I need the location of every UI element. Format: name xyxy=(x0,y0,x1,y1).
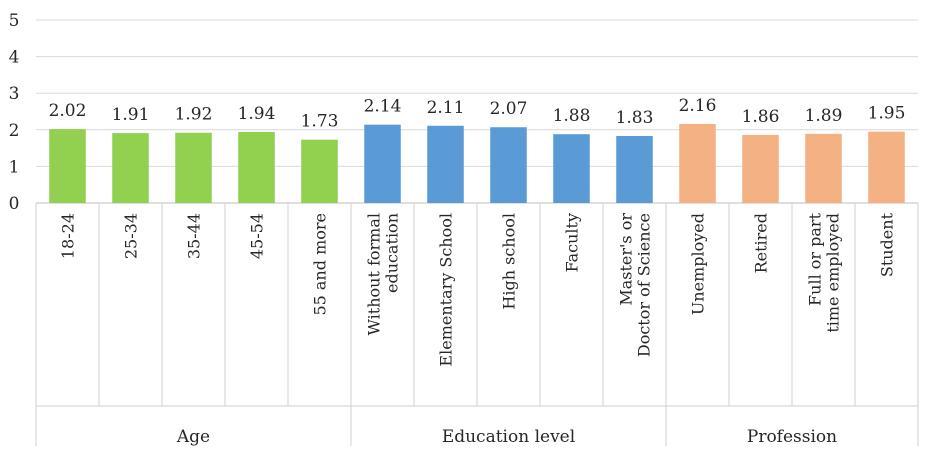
data-label: 1.89 xyxy=(805,106,843,126)
bar xyxy=(742,134,779,203)
bars xyxy=(49,123,905,203)
x-tick-label: Retired xyxy=(752,213,771,273)
bar xyxy=(364,124,401,203)
data-label: 1.88 xyxy=(553,106,591,126)
bar xyxy=(616,136,653,203)
x-tick-label: 35-44 xyxy=(185,213,204,259)
x-tick-label: 18-24 xyxy=(59,213,78,259)
y-tick-label: 2 xyxy=(9,121,20,141)
data-label: 1.73 xyxy=(301,112,339,132)
bar xyxy=(868,131,905,203)
group-label: Age xyxy=(176,427,210,447)
data-label: 1.86 xyxy=(742,107,780,127)
data-label: 2.02 xyxy=(49,101,87,121)
bar xyxy=(175,132,212,203)
data-label: 1.95 xyxy=(868,104,906,124)
data-label: 2.07 xyxy=(490,99,528,119)
bar xyxy=(553,134,590,203)
bar xyxy=(805,133,842,203)
gridlines xyxy=(36,19,918,204)
data-label: 2.11 xyxy=(427,98,465,118)
x-axis: 18-24 25-34 35-44 45-54 55 and more Without f… xyxy=(35,203,919,447)
x-tick-label: Master's orDoctor of Science xyxy=(617,213,654,357)
x-tick-label: High school xyxy=(500,213,519,310)
bar xyxy=(301,139,338,203)
data-label: 1.92 xyxy=(175,105,213,125)
y-tick-label: 0 xyxy=(9,194,20,214)
bar xyxy=(490,127,527,203)
x-tick-label: Elementary School xyxy=(437,213,456,367)
bar xyxy=(238,131,275,203)
y-tick-label: 3 xyxy=(9,84,20,104)
y-tick-label: 4 xyxy=(9,48,20,68)
x-tick-label: Full or parttime employed xyxy=(806,212,843,332)
data-labels: 2.02 1.91 1.92 1.94 1.73 2.14 2.11 2.07 1.88 1.83… xyxy=(49,96,906,132)
group-label: Profession xyxy=(747,427,837,447)
data-label: 1.94 xyxy=(238,104,276,124)
x-tick-label: 25-34 xyxy=(122,213,141,259)
bar xyxy=(112,133,149,203)
x-tick-label: 45-54 xyxy=(248,213,267,259)
y-axis: 0 1 2 3 4 5 xyxy=(9,11,20,214)
x-tick-label: Faculty xyxy=(563,213,582,272)
bar xyxy=(679,123,716,203)
x-tick-label: Student xyxy=(878,212,897,277)
y-tick-label: 5 xyxy=(9,11,20,31)
data-label: 2.14 xyxy=(364,97,402,117)
data-label: 1.83 xyxy=(616,108,654,128)
x-tick-label: 55 and more xyxy=(311,213,330,316)
data-label: 1.91 xyxy=(112,105,150,125)
data-label: 2.16 xyxy=(679,96,717,116)
bar xyxy=(427,125,464,203)
group-label: Education level xyxy=(442,427,575,447)
y-tick-label: 1 xyxy=(9,157,20,177)
x-tick-label: Without formaleducation xyxy=(365,213,402,336)
x-tick-label: Unemployed xyxy=(689,213,708,315)
bar xyxy=(49,129,86,203)
